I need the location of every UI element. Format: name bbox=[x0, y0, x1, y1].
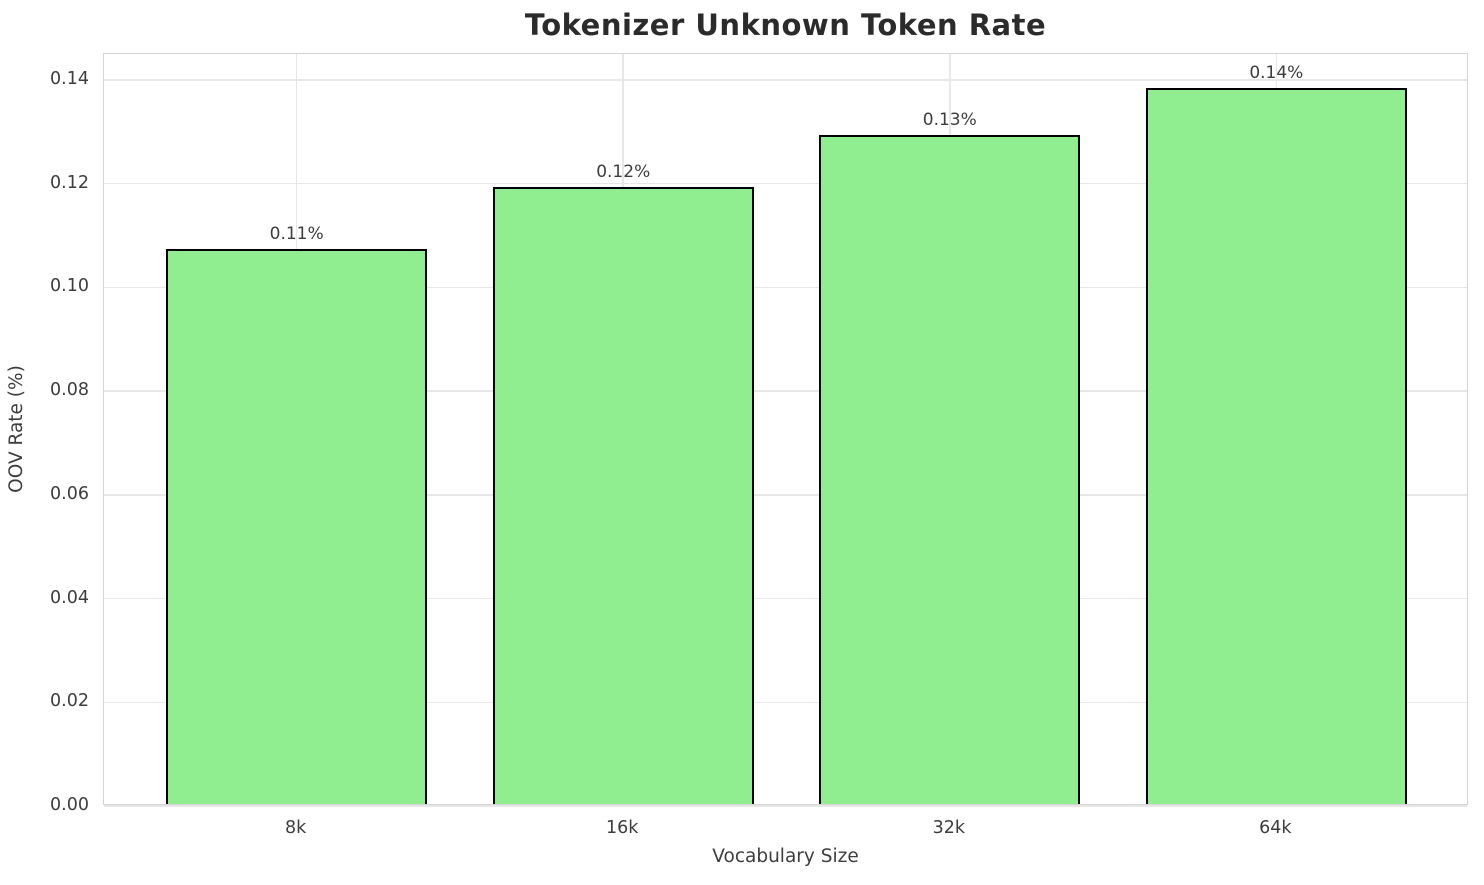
y-tick-label: 0.10 bbox=[50, 276, 89, 297]
x-tick-label-8k: 8k bbox=[285, 818, 307, 838]
h-gridline bbox=[104, 597, 1467, 600]
y-tick-label: 0.14 bbox=[50, 68, 89, 89]
bar-64k bbox=[1145, 88, 1407, 804]
y-tick-label: 0.12 bbox=[50, 172, 89, 193]
chart-title: Tokenizer Unknown Token Rate bbox=[524, 8, 1047, 42]
y-tick-label: 0.04 bbox=[50, 587, 89, 608]
h-gridline bbox=[104, 182, 1467, 185]
bar-8k bbox=[166, 249, 428, 804]
bar-value-label: 0.12% bbox=[596, 161, 651, 182]
y-tick-label: 0.00 bbox=[50, 795, 89, 815]
h-gridline bbox=[104, 701, 1467, 704]
bar-value-label: 0.11% bbox=[269, 224, 324, 245]
plot-area: 0.11% 0.12% 0.13% 0.14% bbox=[103, 53, 1468, 807]
y-tick-label: 0.08 bbox=[50, 380, 89, 401]
y-axis-label: OOV Rate (%) bbox=[6, 365, 27, 493]
h-gridline bbox=[104, 805, 1467, 807]
h-gridline bbox=[104, 286, 1467, 289]
bar-value-label: 0.14% bbox=[1249, 63, 1304, 84]
x-axis-label: Vocabulary Size bbox=[712, 846, 859, 867]
x-tick-label-64k: 64k bbox=[1259, 818, 1292, 838]
bar-16k bbox=[492, 186, 754, 804]
bar-value-label: 0.13% bbox=[922, 109, 977, 130]
x-tick-label-32k: 32k bbox=[932, 818, 965, 838]
h-gridline bbox=[104, 494, 1467, 496]
y-tick-label: 0.06 bbox=[50, 483, 89, 504]
x-tick-label-16k: 16k bbox=[606, 818, 639, 838]
bar-32k bbox=[819, 134, 1081, 804]
y-tick-label: 0.02 bbox=[50, 691, 89, 712]
h-gridline bbox=[104, 79, 1467, 81]
h-gridline bbox=[104, 390, 1467, 392]
